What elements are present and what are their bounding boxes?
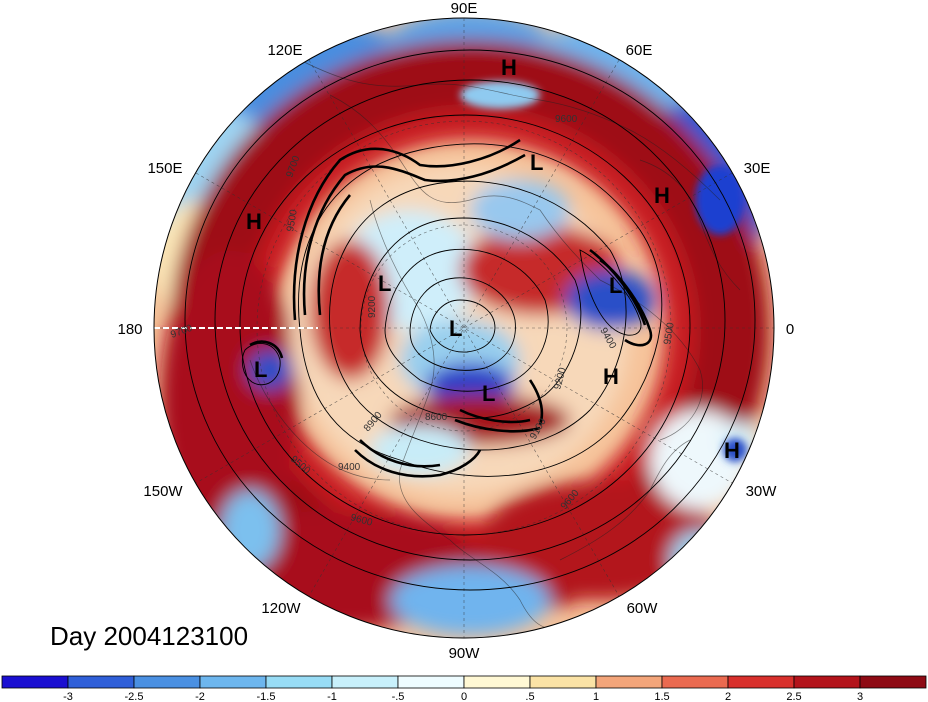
colorbar-swatch	[133, 675, 201, 689]
day-label: Day 2004123100	[50, 621, 248, 651]
colorbar-tick-label: 1.5	[654, 691, 669, 702]
low-center: L	[609, 273, 622, 298]
high-center: H	[501, 55, 517, 80]
longitude-labels: 90E 120E 60E 150E 30E 180 0 150W 30W 120…	[117, 0, 794, 662]
lon-label-90e: 90E	[451, 0, 478, 17]
map-border	[153, 17, 775, 639]
lon-label-30w: 30W	[746, 483, 778, 500]
lon-label-30e: 30E	[744, 160, 771, 177]
contour-label: 9200	[367, 295, 378, 318]
colorbar-tick-label: -2.5	[125, 691, 144, 702]
lon-label-150w: 150W	[143, 483, 183, 500]
contour-label: 9600	[555, 114, 578, 125]
colorbar-tick-label: -2	[195, 691, 205, 702]
height-contours	[184, 49, 756, 591]
colorbar-swatch	[199, 675, 267, 689]
colorbar-swatch	[265, 675, 333, 689]
colorbar: -3 -2.5 -2 -1.5 -1 -.5 0 .5 1 1.5 2 2.5 3	[1, 675, 927, 702]
colorbar-tick-label: -1.5	[257, 691, 276, 702]
colorbar-swatch	[529, 675, 597, 689]
colorbar-tick-label: -3	[63, 691, 73, 702]
colorbar-swatch	[793, 675, 861, 689]
lon-label-150e: 150E	[147, 160, 182, 177]
low-center: L	[482, 381, 495, 406]
high-center: H	[654, 183, 670, 208]
low-center: L	[254, 357, 267, 382]
colorbar-tick-label: 3	[857, 691, 863, 702]
lon-label-60e: 60E	[626, 42, 653, 59]
high-center: H	[724, 438, 740, 463]
colorbar-swatch	[727, 675, 795, 689]
colorbar-tick-label: -.5	[392, 691, 405, 702]
colorbar-tick-label: .5	[525, 691, 534, 702]
colorbar-swatch	[661, 675, 729, 689]
colorbar-tick-label: -1	[327, 691, 337, 702]
colorbar-swatch	[67, 675, 135, 689]
lon-label-180: 180	[117, 321, 142, 338]
contour-label: 9500	[662, 321, 677, 345]
lon-label-120e: 120E	[267, 42, 302, 59]
colorbar-tick-label: 2.5	[786, 691, 801, 702]
lon-label-120w: 120W	[261, 600, 301, 617]
lon-label-60w: 60W	[627, 600, 659, 617]
lon-label-0: 0	[786, 321, 794, 338]
contour-label: 8600	[425, 412, 448, 423]
contour-label: 9400	[338, 462, 361, 473]
colorbar-swatch	[463, 675, 531, 689]
colorbar-swatch	[397, 675, 465, 689]
colorbar-tick-label: 1	[593, 691, 599, 702]
colorbar-swatch	[595, 675, 663, 689]
colorbar-swatch	[1, 675, 69, 689]
low-center: L	[449, 316, 462, 341]
low-center: L	[530, 150, 543, 175]
lon-label-90w: 90W	[449, 645, 481, 662]
colorbar-tick-label: 0	[461, 691, 467, 702]
colorbar-tick-label: 2	[725, 691, 731, 702]
colorbar-swatch	[331, 675, 399, 689]
low-center: L	[378, 271, 391, 296]
pressure-centers: H L H H L L L L H L L H	[246, 55, 740, 463]
colorbar-swatch	[859, 675, 927, 689]
contour-label: 9500	[285, 208, 300, 232]
high-center: H	[603, 364, 619, 389]
jet-contours	[249, 138, 653, 478]
high-center: H	[246, 209, 262, 234]
